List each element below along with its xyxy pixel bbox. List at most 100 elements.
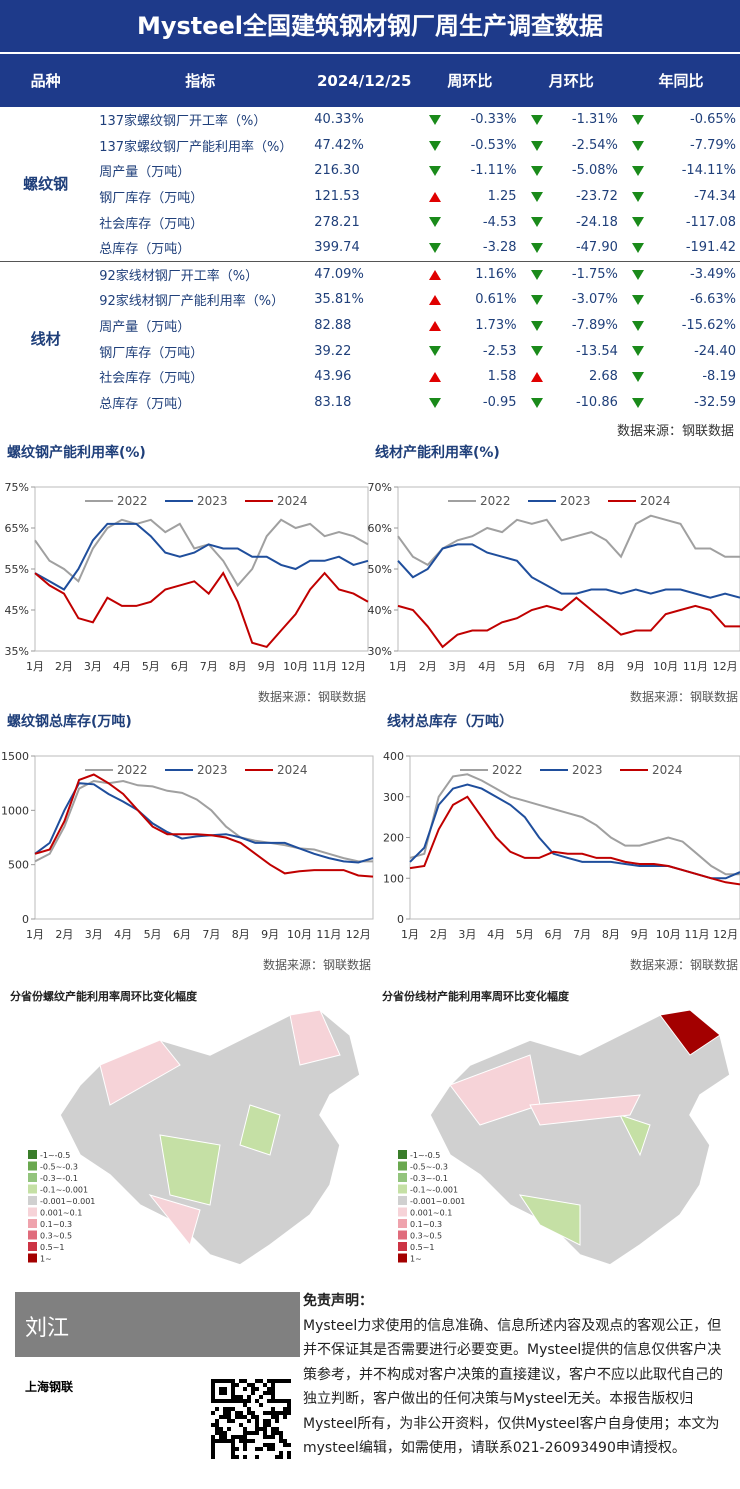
qr-cell bbox=[255, 1447, 259, 1451]
qr-cell bbox=[247, 1439, 251, 1443]
x-tick-label: 4月 bbox=[487, 928, 505, 941]
column-header: 2024/12/25 bbox=[309, 54, 420, 107]
trend-arrow bbox=[429, 166, 442, 177]
change-value: -10.86 bbox=[575, 394, 618, 410]
x-tick-label: 9月 bbox=[631, 928, 649, 941]
qr-cell bbox=[235, 1455, 239, 1459]
qr-cell bbox=[227, 1419, 231, 1423]
trend-arrow bbox=[530, 242, 543, 253]
qr-cell bbox=[283, 1379, 287, 1383]
qr-cell bbox=[235, 1395, 239, 1399]
qr-cell bbox=[227, 1379, 231, 1383]
qr-cell bbox=[211, 1423, 215, 1427]
legend-swatch bbox=[398, 1242, 407, 1251]
legend-swatch bbox=[28, 1230, 37, 1240]
qr-cell bbox=[211, 1399, 215, 1403]
y-tick-label: 70% bbox=[368, 481, 392, 494]
qr-cell bbox=[215, 1399, 219, 1403]
value-cell: 43.96 bbox=[314, 369, 352, 385]
qr-cell bbox=[271, 1391, 275, 1395]
legend-label: 2023 bbox=[197, 494, 228, 508]
qr-cell bbox=[267, 1447, 271, 1451]
legend-label: 0.1~0.3 bbox=[40, 1220, 72, 1229]
change-cell: 2.68 bbox=[521, 364, 622, 390]
qr-cell bbox=[231, 1451, 235, 1455]
qr-cell bbox=[275, 1399, 279, 1403]
change-value: -0.33% bbox=[470, 112, 517, 128]
x-tick-label: 11月 bbox=[683, 660, 708, 673]
qr-cell bbox=[231, 1439, 235, 1443]
qr-cell bbox=[247, 1399, 251, 1403]
qr-cell bbox=[279, 1451, 283, 1455]
legend-label: 2022 bbox=[480, 494, 511, 508]
x-tick-label: 8月 bbox=[597, 660, 615, 673]
trend-arrow bbox=[530, 346, 543, 357]
qr-cell bbox=[215, 1423, 219, 1427]
qr-cell bbox=[211, 1387, 215, 1391]
qr-cell bbox=[231, 1379, 235, 1383]
qr-cell bbox=[239, 1423, 243, 1427]
legend-swatch bbox=[398, 1150, 407, 1159]
change-value: -0.53% bbox=[470, 137, 517, 153]
charts: 螺纹钢产能利用率(%) 35% 45% 55% 65% 75% 1月 2月 3月 4月 5月 6月 7月… bbox=[1, 444, 740, 972]
change-value: 1.25 bbox=[487, 189, 517, 205]
qr-cell bbox=[267, 1423, 271, 1427]
table-row: 总库存（万吨） 83.18 -0.95 -10.86 -32.59 bbox=[0, 390, 740, 416]
change-value: 2.68 bbox=[588, 369, 618, 385]
trend-arrow bbox=[631, 346, 644, 357]
table-row: 线材 92家线材钢厂开工率（%） 47.09% 1.16% -1.75% -3.49% bbox=[0, 260, 740, 416]
plot-frame bbox=[34, 486, 369, 652]
legend-label: -0.1~-0.001 bbox=[410, 1186, 458, 1195]
change-value: -24.40 bbox=[694, 343, 736, 359]
qr-cell bbox=[263, 1427, 267, 1431]
trend-arrow bbox=[429, 191, 442, 202]
value-cell: 47.09% bbox=[314, 266, 364, 282]
indicator-cell: 92家线材钢厂产能利用率（%） bbox=[99, 294, 285, 310]
legend-swatch bbox=[398, 1207, 407, 1217]
legend-label: 2023 bbox=[572, 763, 603, 777]
qr-cell bbox=[279, 1399, 283, 1403]
qr-cell bbox=[267, 1391, 271, 1395]
legend-label: -0.001~0.001 bbox=[410, 1197, 465, 1206]
x-tick-label: 12月 bbox=[341, 660, 366, 673]
qr-cell bbox=[211, 1443, 215, 1447]
qr-cell bbox=[235, 1435, 239, 1439]
change-cell: -32.59 bbox=[622, 390, 740, 416]
x-tick-label: 9月 bbox=[627, 660, 645, 673]
qr-cell bbox=[211, 1439, 215, 1443]
qr-cell bbox=[267, 1443, 271, 1447]
qr-cell bbox=[223, 1415, 227, 1419]
legend-label: -0.3~-0.1 bbox=[40, 1174, 78, 1183]
qr-cell bbox=[231, 1435, 235, 1439]
change-cell: -10.86 bbox=[521, 390, 622, 416]
qr-cell bbox=[243, 1431, 247, 1435]
change-cell: -117.08 bbox=[622, 209, 740, 235]
qr-cell bbox=[219, 1439, 223, 1443]
qr-cell bbox=[223, 1439, 227, 1443]
qr-cell bbox=[283, 1443, 287, 1447]
qr-cell bbox=[219, 1387, 223, 1391]
qr-cell bbox=[211, 1447, 215, 1451]
qr-cell bbox=[267, 1419, 271, 1423]
legend-swatch bbox=[28, 1253, 37, 1263]
series-line bbox=[34, 571, 369, 649]
qr-cell bbox=[211, 1455, 215, 1459]
change-cell: -6.63% bbox=[622, 287, 740, 313]
table-row: 周产量（万吨） 82.88 1.73% -7.89% -15.62% bbox=[0, 313, 740, 339]
map-title: 分省份螺纹产能利用率周环比变化幅度 bbox=[10, 989, 198, 1003]
value-cell: 83.18 bbox=[314, 394, 352, 410]
qr-cell bbox=[211, 1391, 215, 1395]
change-cell: -2.53 bbox=[419, 338, 520, 364]
x-tick-label: 3月 bbox=[85, 928, 103, 941]
province bbox=[159, 1134, 221, 1206]
legend-swatch bbox=[398, 1230, 407, 1240]
change-cell: -24.18 bbox=[521, 209, 622, 235]
trend-arrow bbox=[429, 217, 442, 228]
change-value: -191.42 bbox=[685, 240, 736, 256]
qr-cell bbox=[279, 1379, 283, 1383]
y-tick-label: 40% bbox=[368, 604, 392, 617]
change-value: -0.95 bbox=[482, 394, 517, 410]
qr-cell bbox=[227, 1407, 231, 1411]
x-tick-label: 1月 bbox=[401, 928, 419, 941]
series-line bbox=[34, 518, 369, 588]
